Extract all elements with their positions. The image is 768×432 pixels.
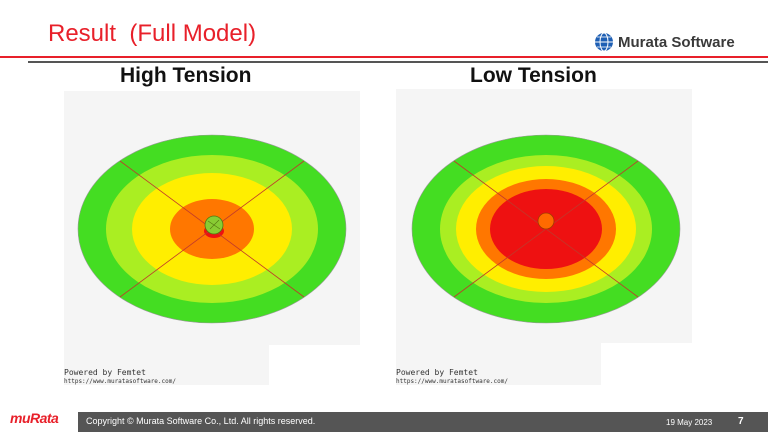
title-divider-grey: [28, 61, 768, 63]
powered-by-url: https://www.muratasoftware.com/: [64, 378, 176, 385]
slide-title: Result (Full Model): [48, 20, 257, 47]
powered-by-label: Powered by Femtet: [64, 368, 146, 377]
copyright-text: Copyright © Murata Software Co., Ltd. Al…: [86, 416, 316, 426]
footer-bar: [78, 412, 768, 432]
simulation-view-high-tension: [64, 91, 360, 345]
brand-name: Murata Software: [618, 33, 735, 51]
contour-plot-high-tension: [77, 134, 347, 324]
credit-box-low-tension: [396, 343, 601, 385]
title-divider-red: [0, 56, 768, 58]
page-number: 7: [738, 416, 744, 427]
simulation-view-low-tension: [396, 89, 692, 343]
panel-heading-high-tension: High Tension: [120, 64, 252, 87]
powered-by-url: https://www.muratasoftware.com/: [396, 378, 508, 385]
slide-date: 19 May 2023: [666, 418, 713, 427]
brand-logo: Murata Software: [594, 32, 735, 52]
globe-icon: [595, 32, 613, 52]
contour-plot-low-tension: [411, 134, 681, 324]
footer-logo: muRata: [10, 410, 59, 426]
powered-by-label: Powered by Femtet: [396, 368, 478, 377]
panel-heading-low-tension: Low Tension: [470, 64, 597, 87]
credit-box-high-tension: [64, 345, 269, 385]
